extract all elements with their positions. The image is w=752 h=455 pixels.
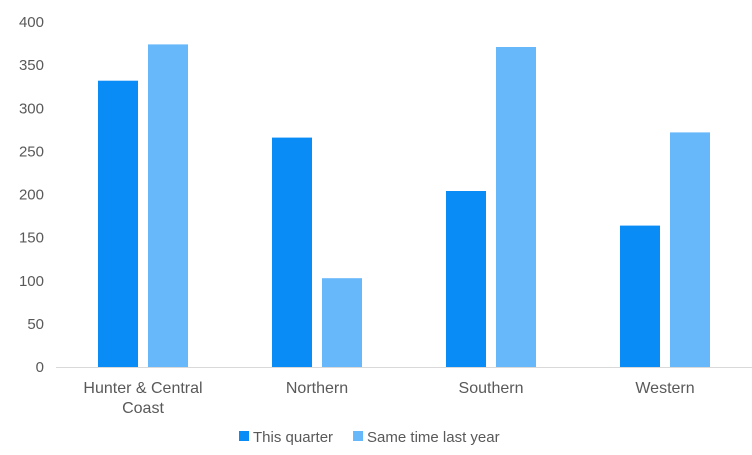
x-tick-label: Hunter & Central	[83, 380, 202, 397]
x-tick-label: Southern	[459, 380, 524, 397]
legend-swatch	[239, 431, 249, 441]
bar-last-year	[148, 44, 188, 368]
legend-label: Same time last year	[367, 429, 500, 446]
y-tick-label: 200	[19, 187, 44, 204]
legend-label: This quarter	[253, 429, 333, 446]
bar-last-year	[496, 47, 536, 367]
x-tick-label: Western	[635, 380, 694, 397]
y-tick-label: 300	[19, 100, 44, 117]
y-tick-label: 350	[19, 57, 44, 74]
y-tick-label: 400	[19, 14, 44, 31]
x-tick-label: Coast	[122, 400, 164, 417]
bar-this-quarter	[620, 225, 660, 367]
bar-last-year	[322, 278, 362, 367]
y-tick-label: 50	[27, 316, 44, 333]
bar-this-quarter	[272, 137, 312, 367]
bar-this-quarter	[98, 80, 138, 367]
x-axis-labels: Hunter & Central Coast Northern Southern Wes…	[83, 380, 694, 417]
y-tick-label: 0	[36, 359, 44, 376]
y-tick-label: 250	[19, 143, 44, 160]
y-tick-label: 100	[19, 273, 44, 290]
bar-this-quarter	[446, 191, 486, 367]
legend: This quarter Same time last year	[239, 429, 500, 446]
y-axis-ticks: 0 50 100 150 200 250 300 350 400	[19, 14, 44, 376]
legend-swatch	[353, 431, 364, 441]
y-tick-label: 150	[19, 230, 44, 247]
bar-last-year	[670, 132, 710, 367]
bars	[98, 44, 710, 368]
x-tick-label: Northern	[286, 380, 348, 397]
